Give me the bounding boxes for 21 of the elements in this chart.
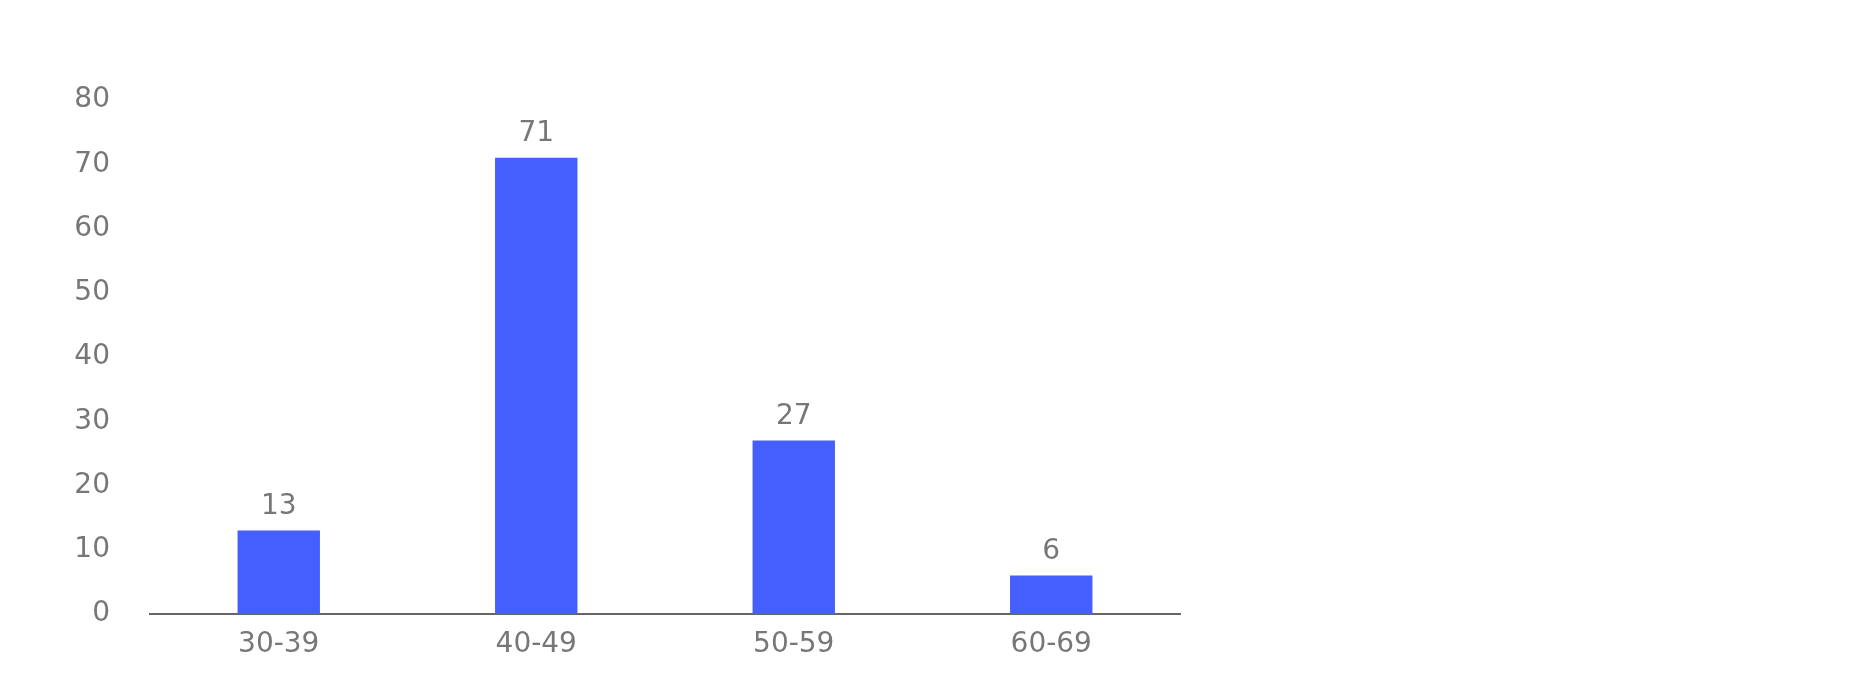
data-label: 71 [518, 115, 555, 149]
bar [495, 157, 578, 614]
data-label: 13 [260, 487, 297, 521]
bar [1010, 575, 1093, 614]
y-tick-label: 20 [74, 466, 110, 500]
bar [752, 440, 835, 614]
x-tick-label: 60-69 [1010, 626, 1092, 660]
y-tick-label: 40 [74, 338, 110, 372]
x-tick-label: 30-39 [238, 626, 320, 660]
x-tick-label: 40-49 [495, 626, 577, 660]
y-tick-label: 30 [74, 402, 110, 436]
bar [237, 530, 320, 614]
y-tick-label: 80 [74, 81, 110, 115]
y-tick-label: 70 [74, 145, 110, 179]
y-tick-label: 50 [74, 274, 110, 308]
x-tick-label: 50-59 [753, 626, 835, 660]
y-tick-label: 60 [74, 209, 110, 243]
data-label: 6 [1042, 532, 1061, 566]
data-label: 27 [775, 397, 812, 431]
y-tick-label: 10 [74, 531, 110, 565]
y-tick-label: 0 [92, 595, 110, 629]
